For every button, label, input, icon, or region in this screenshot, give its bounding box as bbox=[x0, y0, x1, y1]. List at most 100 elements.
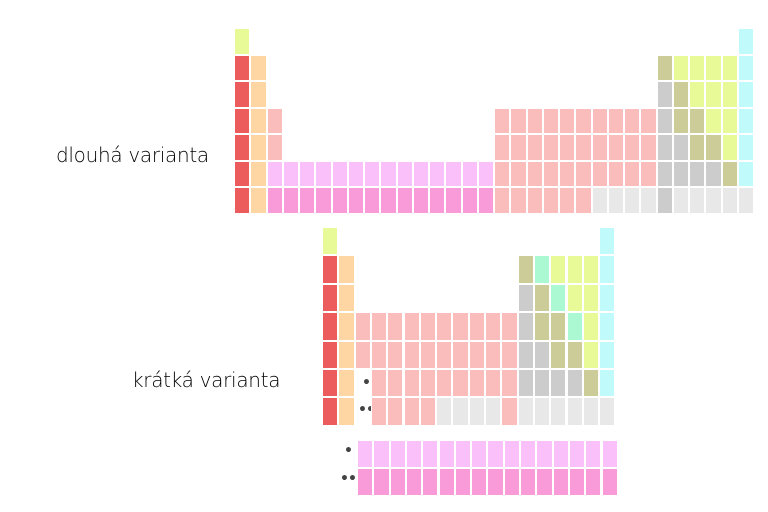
element-cell-long bbox=[542, 107, 559, 134]
actinide-cell bbox=[422, 468, 439, 496]
element-cell-long bbox=[510, 134, 527, 161]
lanthanide-cell bbox=[389, 440, 406, 468]
element-cell-long bbox=[347, 160, 364, 187]
element-cell-short bbox=[403, 312, 420, 341]
element-cell-long bbox=[559, 134, 576, 161]
element-cell-long bbox=[380, 160, 397, 187]
lanthanide-cell bbox=[520, 440, 537, 468]
element-cell-long bbox=[737, 187, 754, 214]
element-cell-short bbox=[338, 312, 355, 341]
element-cell-short bbox=[533, 397, 551, 426]
element-cell-long bbox=[364, 160, 381, 187]
element-cell-short bbox=[582, 312, 600, 341]
element-cell-long bbox=[705, 187, 722, 214]
actinide-cell bbox=[552, 468, 569, 496]
element-cell-short bbox=[436, 369, 453, 398]
element-cell-short bbox=[550, 340, 567, 369]
element-cell-long bbox=[234, 81, 251, 108]
element-cell-long bbox=[672, 160, 689, 187]
element-cell-long bbox=[250, 81, 267, 108]
element-cell-short bbox=[599, 255, 616, 284]
element-cell-long bbox=[656, 160, 673, 187]
element-cell-long bbox=[429, 187, 446, 214]
element-cell-short bbox=[517, 340, 534, 369]
actinide-cell bbox=[503, 468, 520, 496]
element-cell-long bbox=[364, 187, 381, 214]
element-cell-long bbox=[266, 187, 283, 214]
element-cell-long bbox=[282, 187, 299, 214]
element-cell-short bbox=[517, 312, 534, 341]
element-cell-long bbox=[234, 28, 251, 55]
element-cell-long bbox=[624, 107, 641, 134]
element-cell-short bbox=[322, 312, 339, 341]
lanthanide-cell bbox=[422, 440, 439, 468]
element-cell-long bbox=[737, 107, 754, 134]
element-cell-long bbox=[494, 187, 511, 214]
element-cell-short bbox=[566, 255, 583, 284]
element-cell-long bbox=[721, 107, 738, 134]
actinide-cell bbox=[471, 468, 488, 496]
actinide-cell bbox=[536, 468, 553, 496]
element-cell-long bbox=[234, 160, 251, 187]
element-cell-long bbox=[591, 160, 608, 187]
element-cell-long bbox=[494, 107, 511, 134]
actinide-cell bbox=[601, 468, 618, 496]
element-cell-short bbox=[533, 283, 551, 313]
element-cell-short bbox=[468, 340, 485, 369]
element-cell-short bbox=[338, 369, 355, 398]
element-cell-long bbox=[510, 107, 527, 134]
element-cell-long bbox=[656, 81, 673, 108]
element-cell-long bbox=[575, 160, 592, 187]
element-cell-long bbox=[510, 160, 527, 187]
element-cell-long bbox=[721, 54, 738, 81]
element-cell-long bbox=[266, 134, 283, 161]
element-cell-short bbox=[387, 369, 404, 398]
element-cell-long bbox=[689, 160, 706, 187]
element-cell-short bbox=[599, 283, 616, 313]
actinide-cell bbox=[585, 468, 602, 496]
element-cell-short bbox=[533, 312, 551, 341]
marker-actinide-slot: •• bbox=[358, 402, 375, 418]
element-cell-short bbox=[468, 312, 485, 341]
element-cell-short bbox=[322, 283, 339, 313]
element-cell-short bbox=[599, 227, 616, 256]
element-cell-short bbox=[452, 369, 469, 398]
element-cell-short bbox=[501, 397, 518, 426]
element-cell-long bbox=[672, 81, 689, 108]
element-cell-long bbox=[234, 107, 251, 134]
actinide-cell bbox=[405, 468, 423, 496]
element-cell-short bbox=[322, 369, 339, 398]
element-cell-long bbox=[705, 81, 722, 108]
element-cell-short bbox=[599, 369, 616, 398]
marker-lanthanide-slot: • bbox=[362, 375, 371, 391]
element-cell-long bbox=[591, 134, 608, 161]
element-cell-short bbox=[419, 312, 437, 341]
element-cell-short bbox=[485, 340, 502, 369]
element-cell-long bbox=[542, 134, 559, 161]
element-cell-long bbox=[689, 134, 706, 161]
element-cell-short bbox=[566, 283, 583, 313]
element-cell-long bbox=[591, 187, 608, 214]
element-cell-short bbox=[322, 227, 339, 256]
element-cell-short bbox=[566, 340, 583, 369]
element-cell-short bbox=[485, 397, 502, 426]
element-cell-long bbox=[445, 187, 462, 214]
element-cell-short bbox=[354, 312, 371, 341]
element-cell-long bbox=[250, 187, 267, 214]
element-cell-long bbox=[705, 107, 722, 134]
lanthanide-cell bbox=[357, 440, 374, 468]
element-cell-long bbox=[737, 134, 754, 161]
element-cell-long bbox=[689, 107, 706, 134]
element-cell-short bbox=[550, 312, 567, 341]
element-cell-short bbox=[599, 312, 616, 341]
element-cell-long bbox=[737, 160, 754, 187]
element-cell-long bbox=[575, 107, 592, 134]
element-cell-short bbox=[533, 255, 551, 284]
element-cell-long bbox=[250, 160, 267, 187]
element-cell-long bbox=[477, 160, 494, 187]
element-cell-long bbox=[282, 160, 299, 187]
element-cell-long bbox=[526, 187, 543, 214]
element-cell-long bbox=[542, 187, 559, 214]
element-cell-short bbox=[452, 340, 469, 369]
